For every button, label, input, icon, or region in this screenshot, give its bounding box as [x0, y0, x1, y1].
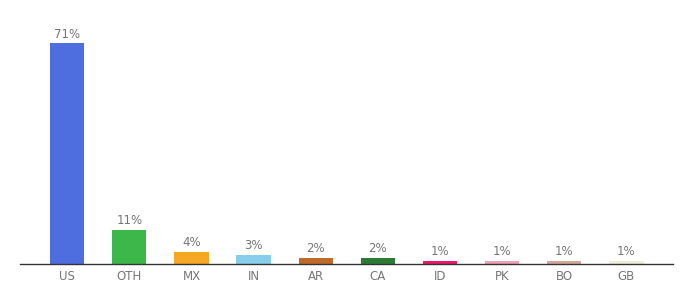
Text: 2%: 2%	[307, 242, 325, 255]
Text: 4%: 4%	[182, 236, 201, 249]
Bar	[299, 258, 333, 264]
Bar	[485, 261, 520, 264]
Bar	[423, 261, 457, 264]
Text: 1%: 1%	[493, 245, 511, 258]
Text: 1%: 1%	[430, 245, 449, 258]
Text: 1%: 1%	[617, 245, 636, 258]
Text: 11%: 11%	[116, 214, 142, 227]
Text: 3%: 3%	[244, 239, 263, 252]
Bar	[237, 255, 271, 264]
Text: 1%: 1%	[555, 245, 574, 258]
Bar	[547, 261, 581, 264]
Text: 71%: 71%	[54, 28, 80, 40]
Bar	[112, 230, 146, 264]
Bar	[361, 258, 395, 264]
Bar	[174, 251, 209, 264]
Bar	[50, 43, 84, 264]
Text: 2%: 2%	[369, 242, 387, 255]
Bar	[609, 261, 643, 264]
